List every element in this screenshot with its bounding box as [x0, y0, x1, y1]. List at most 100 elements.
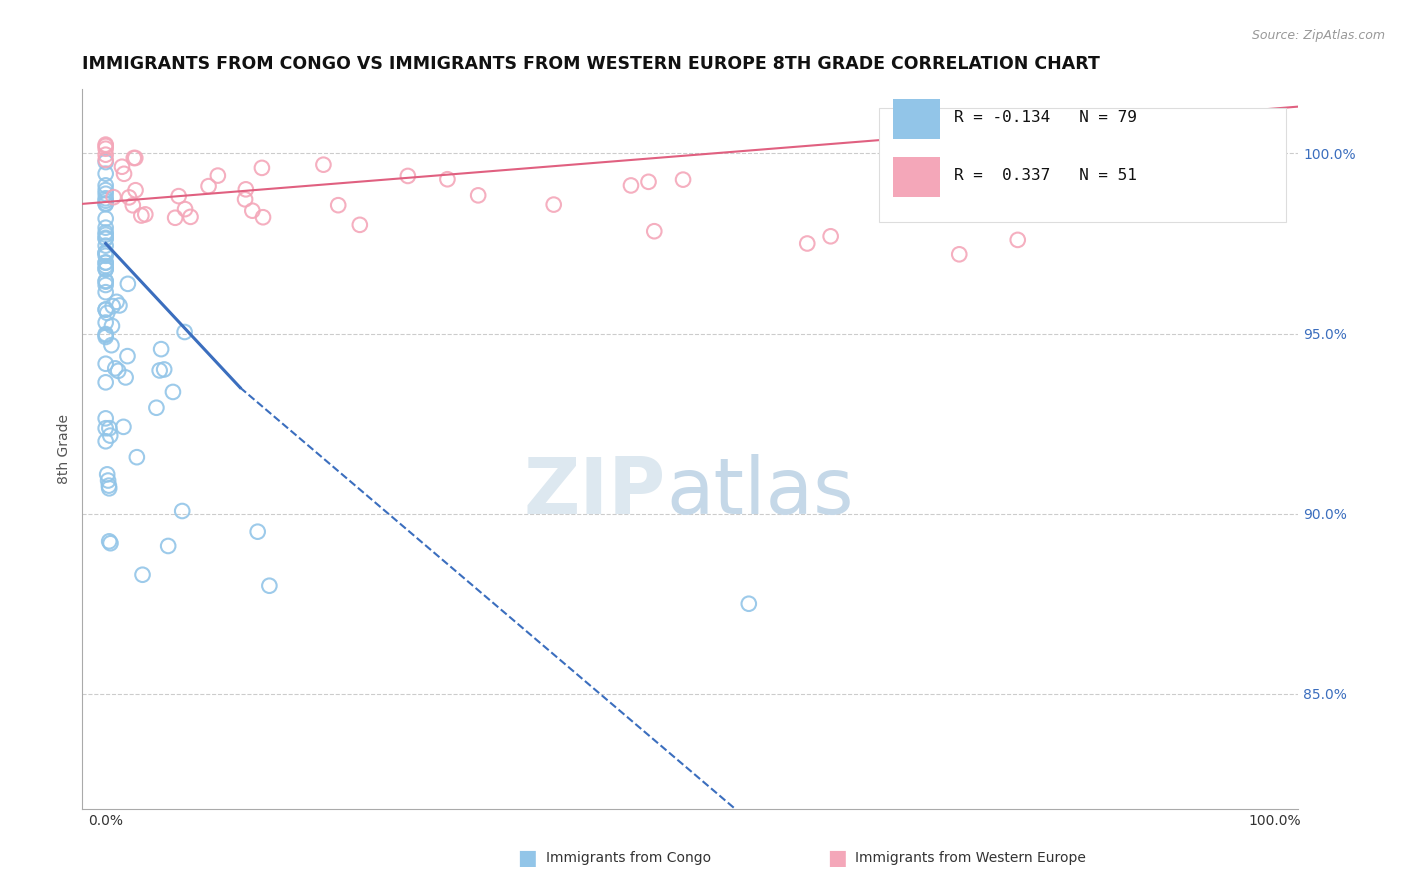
Point [643, 224, 665, 238]
Point [117, 277, 139, 291]
Point [94, 139, 117, 153]
FancyBboxPatch shape [893, 157, 939, 196]
Point [349, 218, 371, 232]
Point [197, 179, 219, 194]
Text: ■: ■ [827, 848, 846, 868]
Point [328, 198, 350, 212]
Point [112, 167, 135, 181]
Point [543, 197, 565, 211]
Point [94, 249, 117, 263]
Point [97, 478, 120, 492]
Point [96, 467, 118, 482]
Point [94, 262, 117, 277]
Point [121, 198, 143, 212]
Text: ■: ■ [517, 848, 537, 868]
Point [94, 211, 117, 226]
Point [637, 175, 659, 189]
Point [467, 188, 489, 202]
Point [165, 211, 187, 225]
Point [131, 209, 153, 223]
Point [94, 285, 117, 300]
Point [122, 151, 145, 165]
Point [172, 504, 194, 518]
Point [98, 428, 121, 442]
Point [672, 172, 695, 186]
Point [134, 207, 156, 221]
Point [100, 338, 122, 352]
Point [94, 196, 117, 211]
Point [252, 211, 274, 225]
Text: R = -0.134   N = 79: R = -0.134 N = 79 [955, 110, 1137, 125]
Point [98, 534, 121, 549]
Point [94, 232, 117, 246]
Point [117, 349, 139, 363]
Point [104, 361, 127, 376]
Point [94, 153, 117, 167]
Point [174, 202, 197, 216]
Point [103, 190, 125, 204]
Point [94, 183, 117, 197]
Point [173, 325, 195, 339]
Point [94, 256, 117, 270]
Point [94, 421, 117, 435]
Point [94, 357, 117, 371]
Point [620, 178, 643, 193]
Text: Immigrants from Congo: Immigrants from Congo [546, 851, 710, 865]
Point [94, 226, 117, 240]
Point [97, 474, 120, 488]
Point [246, 524, 269, 539]
Point [108, 298, 131, 312]
Point [396, 169, 419, 183]
Point [112, 420, 135, 434]
Point [94, 245, 117, 260]
Point [153, 362, 176, 376]
Point [94, 167, 117, 181]
Text: R =  0.337   N = 51: R = 0.337 N = 51 [955, 168, 1137, 183]
Point [94, 220, 117, 235]
Point [107, 364, 129, 378]
Point [94, 274, 117, 288]
Point [1205, 201, 1227, 215]
Y-axis label: 8th Grade: 8th Grade [58, 414, 72, 483]
Point [259, 579, 281, 593]
Point [94, 186, 117, 201]
Point [94, 191, 117, 205]
Point [94, 246, 117, 260]
Point [150, 342, 173, 356]
Point [124, 151, 146, 165]
Point [235, 182, 257, 196]
Point [233, 192, 256, 206]
Point [114, 370, 136, 384]
Point [1007, 233, 1029, 247]
Point [796, 236, 818, 251]
Point [94, 197, 117, 211]
Point [162, 384, 184, 399]
Point [94, 259, 117, 273]
Point [149, 363, 172, 377]
Point [94, 137, 117, 152]
Point [179, 210, 201, 224]
Point [1229, 182, 1251, 196]
Point [94, 275, 117, 289]
Point [125, 450, 148, 465]
Point [131, 567, 153, 582]
Point [94, 302, 117, 317]
Point [94, 231, 117, 245]
Point [94, 330, 117, 344]
Point [101, 299, 124, 313]
Point [94, 178, 117, 193]
Point [167, 189, 190, 203]
Point [94, 245, 117, 260]
Point [94, 328, 117, 343]
Point [94, 411, 117, 425]
Point [1240, 168, 1263, 182]
Point [94, 147, 117, 161]
FancyBboxPatch shape [893, 99, 939, 139]
Point [94, 155, 117, 169]
Point [820, 229, 842, 244]
Point [96, 306, 118, 320]
Point [94, 142, 117, 156]
Point [436, 172, 458, 186]
Point [207, 169, 229, 183]
Point [98, 481, 121, 495]
